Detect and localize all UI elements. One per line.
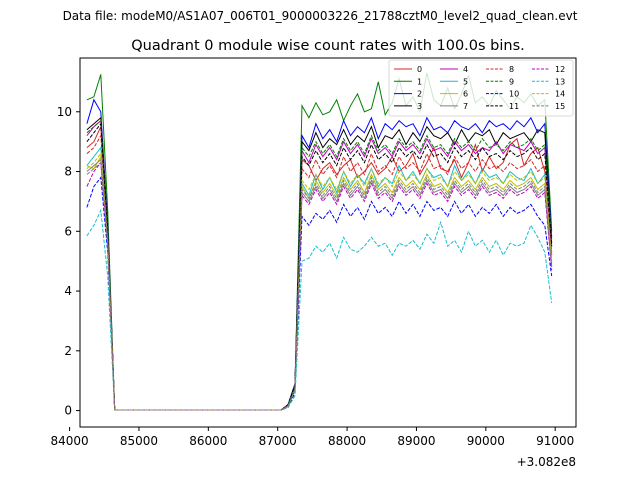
y-tick-label: 8: [64, 165, 72, 179]
legend-box: [388, 59, 574, 117]
legend-label-11: 11: [509, 102, 519, 111]
legend-label-3: 3: [417, 102, 422, 111]
x-tick-label: 86000: [189, 434, 227, 448]
legend-label-5: 5: [463, 77, 468, 86]
legend-label-10: 10: [509, 90, 519, 99]
legend-label-13: 13: [555, 77, 565, 86]
figure-suptitle: Data file: modeM0/AS1A07_006T01_90000032…: [63, 9, 578, 23]
y-axis: 0 2 4 6 8 10: [57, 105, 80, 418]
series-layer: [86, 72, 553, 411]
axes-frame: [80, 58, 576, 427]
legend-label-2: 2: [417, 90, 422, 99]
series-line-14: [86, 152, 553, 411]
legend-label-4: 4: [463, 65, 468, 74]
x-axis: 84000 85000 86000 87000 88000 89000 90000 91000: [51, 427, 574, 448]
x-axis-offset-label: +3.082e8: [517, 455, 576, 469]
y-tick-label: 6: [64, 224, 72, 238]
legend-label-6: 6: [463, 90, 468, 99]
x-tick-label: 87000: [259, 434, 297, 448]
y-tick-label: 4: [64, 284, 72, 298]
legend-label-15: 15: [555, 102, 565, 111]
x-tick-label: 91000: [536, 434, 574, 448]
x-tick-label: 88000: [328, 434, 366, 448]
chart-title: Quadrant 0 module wise count rates with …: [131, 38, 525, 54]
legend-label-0: 0: [417, 65, 422, 74]
x-tick-label: 84000: [51, 434, 89, 448]
series-line-11: [86, 122, 553, 411]
legend-label-8: 8: [509, 65, 514, 74]
plot-area: [79, 57, 577, 428]
y-tick-label: 2: [64, 344, 72, 358]
y-tick-label: 0: [64, 404, 72, 418]
legend-label-7: 7: [463, 102, 468, 111]
legend-label-1: 1: [417, 77, 422, 86]
legend-label-14: 14: [555, 90, 565, 99]
y-tick-label: 10: [57, 105, 72, 119]
x-tick-label: 89000: [397, 434, 435, 448]
x-tick-label: 90000: [467, 434, 505, 448]
legend-label-9: 9: [509, 77, 514, 86]
x-tick-label: 85000: [120, 434, 158, 448]
axes-border: [79, 57, 577, 428]
series-line-15: [86, 161, 553, 411]
legend-label-12: 12: [555, 65, 565, 74]
